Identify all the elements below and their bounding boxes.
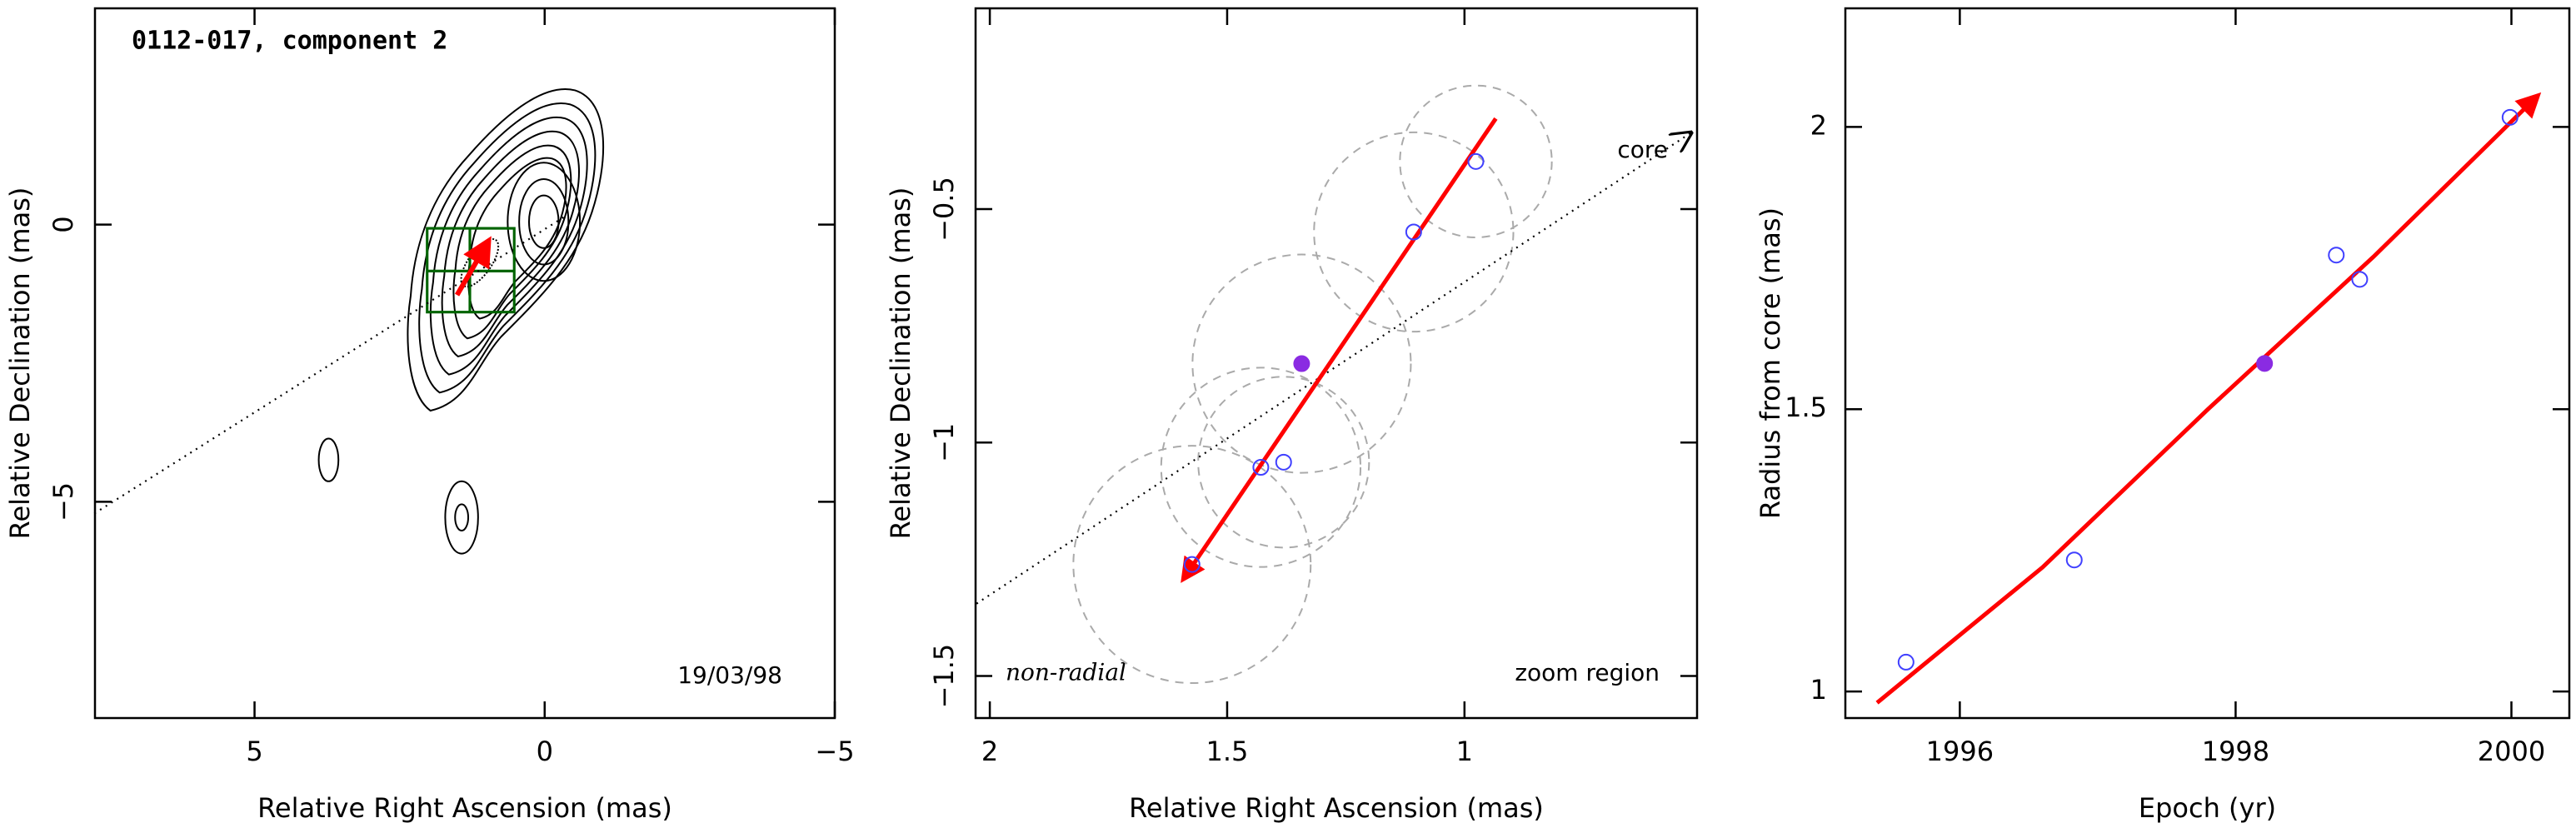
- y-axis-label: Relative Declination (mas): [4, 187, 36, 540]
- error-circle: [1160, 367, 1362, 568]
- contours: [319, 89, 604, 554]
- line-arrow: [455, 236, 492, 297]
- y-tick-label: −5: [47, 482, 79, 521]
- annotation: core: [1617, 136, 1668, 163]
- plot-frame: [974, 7, 1699, 720]
- y-tick-label: −1.5: [928, 644, 960, 709]
- annotation: zoom region: [1515, 659, 1660, 686]
- line-dotted: [93, 213, 569, 515]
- y-tick-label: 2: [1810, 109, 1827, 141]
- x-tick-label: 1998: [2202, 736, 2269, 767]
- error-circle: [1313, 131, 1515, 333]
- y-axis-label: Relative Declination (mas): [885, 187, 916, 540]
- point: [2065, 551, 2083, 569]
- point: [1252, 458, 1270, 476]
- x-tick-label: 1: [1456, 736, 1473, 767]
- contour-map: [319, 89, 604, 554]
- line-dotted-arrow: [976, 132, 1693, 605]
- x-tick-label: 0: [537, 736, 553, 767]
- point: [1183, 556, 1201, 573]
- x-tick-label: 2000: [2478, 736, 2545, 767]
- x-tick-label: 1996: [1926, 736, 1994, 767]
- point: [1467, 152, 1485, 170]
- y-axis-label: Radius from core (mas): [1755, 207, 1786, 519]
- x-axis-label: Relative Right Ascension (mas): [257, 792, 672, 824]
- x-tick-label: 5: [246, 736, 262, 767]
- plot-frame: [1844, 7, 2571, 720]
- point: [1293, 355, 1310, 372]
- y-tick-label: −1: [928, 423, 960, 462]
- point: [2501, 108, 2519, 126]
- plot-frame: [93, 7, 836, 720]
- point: [2351, 271, 2369, 288]
- y-tick-label: 1.5: [1785, 392, 1827, 423]
- annotation: 19/03/98: [677, 661, 782, 689]
- panel-title: 0112-017, component 2: [132, 27, 447, 56]
- point: [1405, 223, 1422, 241]
- point: [2256, 355, 2274, 372]
- annotation: non-radial: [1006, 659, 1126, 686]
- y-tick-label: 0: [47, 216, 79, 232]
- error-circle: [1072, 445, 1312, 685]
- x-axis-label: Epoch (yr): [2139, 792, 2276, 824]
- line-arrow: [1181, 117, 1498, 583]
- x-tick-label: 2: [981, 736, 998, 767]
- error-circle: [1399, 84, 1553, 239]
- x-tick-label: −5: [815, 736, 854, 767]
- point: [1897, 653, 1915, 671]
- point: [2328, 247, 2345, 264]
- point: [1275, 453, 1292, 471]
- line-arrow: [1875, 92, 2542, 705]
- y-tick-label: −0.5: [928, 177, 960, 242]
- x-tick-label: 1.5: [1206, 736, 1249, 767]
- error-circle: [1197, 376, 1370, 549]
- error-circle: [1191, 253, 1412, 474]
- x-axis-label: Relative Right Ascension (mas): [1129, 792, 1544, 824]
- y-tick-label: 1: [1810, 674, 1827, 706]
